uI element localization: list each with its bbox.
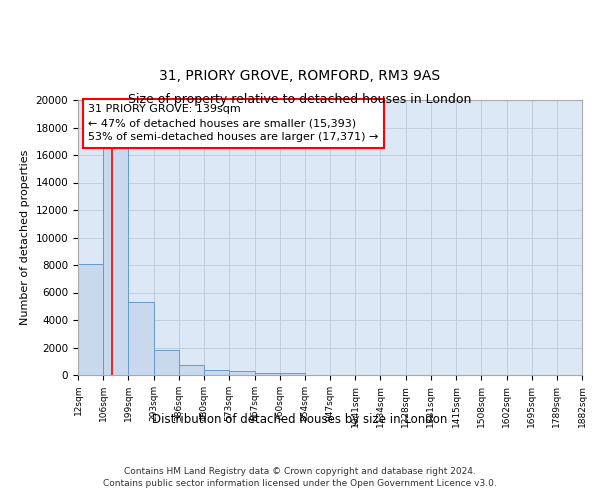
Text: Size of property relative to detached houses in London: Size of property relative to detached ho… (128, 92, 472, 106)
Bar (78, 264, 103, 375)
Bar (154, 350, 179, 375)
Bar (204, 370, 229, 375)
Bar (280, 374, 305, 375)
Text: Distribution of detached houses by size in London: Distribution of detached houses by size … (152, 412, 448, 426)
Bar (254, 372, 280, 375)
Text: 31 PRIORY GROVE: 139sqm
← 47% of detached houses are smaller (15,393)
53% of sem: 31 PRIORY GROVE: 139sqm ← 47% of detache… (88, 104, 379, 142)
Text: Contains HM Land Registry data © Crown copyright and database right 2024.
Contai: Contains HM Land Registry data © Crown c… (103, 466, 497, 487)
Y-axis label: Number of detached properties: Number of detached properties (20, 150, 30, 325)
Bar (229, 372, 254, 375)
Bar (179, 364, 204, 375)
Text: 31, PRIORY GROVE, ROMFORD, RM3 9AS: 31, PRIORY GROVE, ROMFORD, RM3 9AS (160, 68, 440, 82)
Bar (128, 302, 154, 375)
Bar (103, 148, 128, 375)
